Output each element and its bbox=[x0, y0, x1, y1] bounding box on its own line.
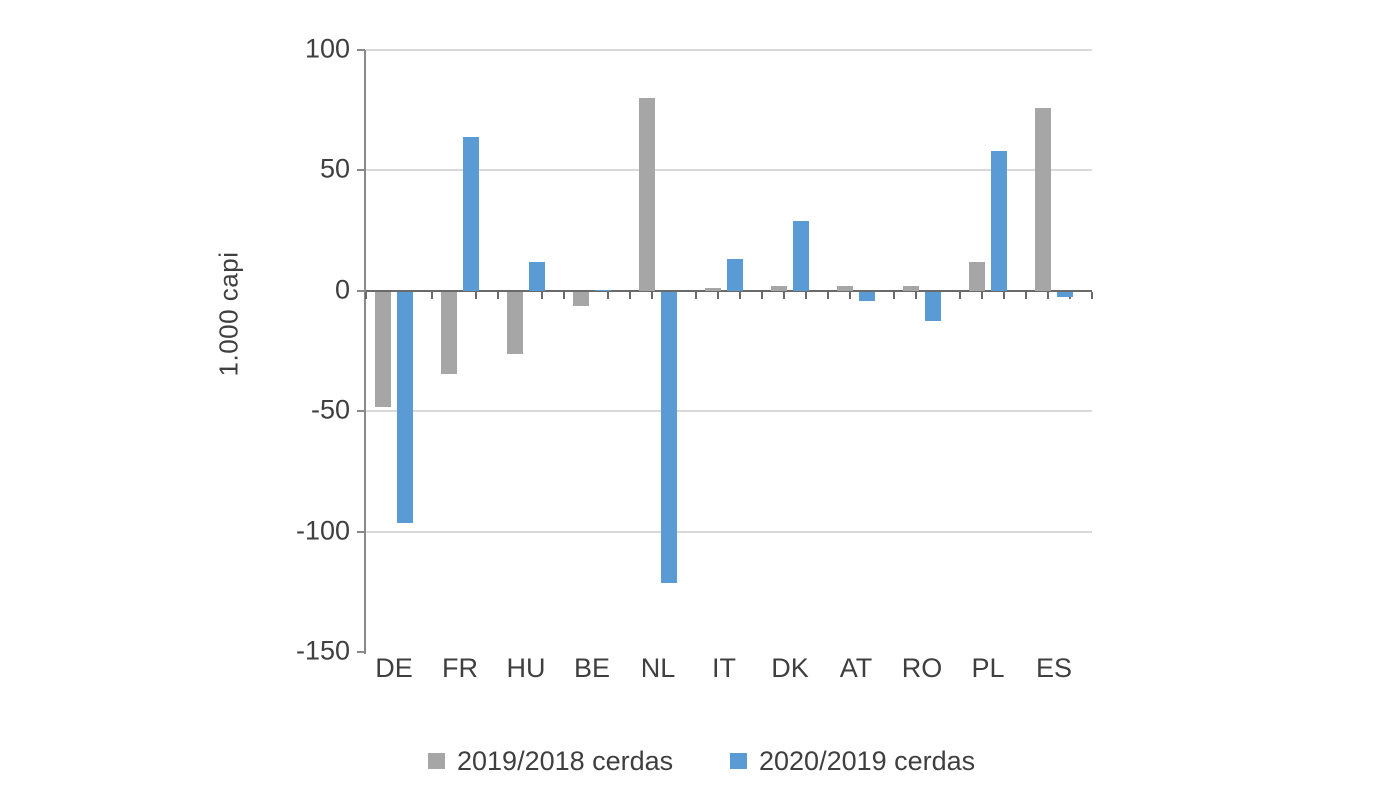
x-axis-tick bbox=[893, 291, 895, 299]
bar-be-series1 bbox=[573, 291, 589, 307]
x-axis-tick bbox=[695, 291, 697, 299]
x-axis-tick bbox=[981, 291, 983, 299]
y-tick-label-100: 100 bbox=[304, 33, 350, 64]
gridline-100 bbox=[366, 49, 1092, 51]
legend-label-1: 2019/2018 cerdas bbox=[457, 745, 674, 776]
y-tick--100 bbox=[357, 530, 365, 533]
bar-ro-series1 bbox=[903, 285, 919, 291]
x-axis-tick bbox=[1025, 291, 1027, 299]
bar-nl-series1 bbox=[639, 98, 655, 291]
x-axis-tick bbox=[717, 291, 719, 299]
x-axis-tick bbox=[959, 291, 961, 299]
bar-at-series1 bbox=[837, 285, 853, 291]
bar-dk-series1 bbox=[771, 285, 787, 291]
x-label-es: ES bbox=[1035, 653, 1073, 683]
bar-es-series2 bbox=[1057, 291, 1073, 297]
legend-swatch-2 bbox=[730, 753, 747, 769]
bar-dk-series2 bbox=[793, 220, 809, 291]
x-axis-tick bbox=[915, 291, 917, 299]
y-tick-0 bbox=[357, 289, 365, 292]
bar-at-series2 bbox=[859, 291, 875, 302]
bar-pl-series1 bbox=[969, 261, 985, 291]
x-axis-line bbox=[366, 289, 1092, 292]
bar-de-series1 bbox=[375, 291, 391, 408]
legend-item-2: 2020/2019 cerdas bbox=[730, 744, 975, 778]
x-axis-tick bbox=[563, 291, 565, 299]
x-axis-tick bbox=[607, 291, 609, 299]
x-label-ro: RO bbox=[901, 653, 943, 683]
x-axis-tick bbox=[365, 291, 367, 299]
x-label-de: DE bbox=[375, 653, 413, 683]
x-axis-tick bbox=[1003, 291, 1005, 299]
x-axis-tick bbox=[827, 291, 829, 299]
gridline-50 bbox=[366, 169, 1092, 172]
x-axis-tick bbox=[1091, 291, 1093, 299]
x-axis-tick bbox=[739, 291, 741, 299]
y-tick-label-50: 50 bbox=[319, 153, 350, 184]
gridline--50 bbox=[366, 410, 1092, 413]
gridline--100 bbox=[366, 530, 1092, 533]
bar-be-series2 bbox=[595, 289, 611, 291]
bar-de-series2 bbox=[397, 291, 413, 523]
x-axis-tick bbox=[541, 291, 543, 299]
bar-hu-series2 bbox=[529, 261, 545, 291]
x-label-dk: DK bbox=[771, 653, 809, 683]
x-label-at: AT bbox=[839, 653, 873, 683]
y-tick--50 bbox=[357, 410, 365, 413]
x-label-fr: FR bbox=[442, 653, 478, 683]
legend-swatch-1 bbox=[428, 753, 445, 769]
x-label-be: BE bbox=[573, 653, 611, 683]
bar-nl-series2 bbox=[661, 291, 677, 584]
x-axis-tick bbox=[431, 291, 433, 299]
y-tick-50 bbox=[357, 169, 365, 172]
y-tick-100 bbox=[357, 49, 365, 51]
x-axis-tick bbox=[629, 291, 631, 299]
x-axis-tick bbox=[1047, 291, 1049, 299]
legend-item-1: 2019/2018 cerdas bbox=[428, 744, 673, 778]
x-label-nl: NL bbox=[640, 653, 676, 683]
bar-it-series1 bbox=[705, 288, 721, 291]
x-axis-tick bbox=[783, 291, 785, 299]
bar-it-series2 bbox=[727, 259, 743, 291]
x-axis-tick bbox=[497, 291, 499, 299]
x-axis-tick bbox=[761, 291, 763, 299]
bar-ro-series2 bbox=[925, 291, 941, 321]
bar-fr-series1 bbox=[441, 291, 457, 374]
y-tick-label-0: 0 bbox=[334, 274, 350, 305]
x-label-pl: PL bbox=[971, 653, 1005, 683]
y-tick-label--150: -150 bbox=[295, 635, 350, 666]
bar-fr-series2 bbox=[463, 136, 479, 291]
x-label-hu: HU bbox=[506, 653, 546, 683]
y-tick--150 bbox=[357, 651, 365, 653]
y-axis-line bbox=[364, 50, 366, 654]
x-label-it: IT bbox=[712, 653, 736, 683]
x-axis-tick bbox=[651, 291, 653, 299]
bar-pl-series2 bbox=[991, 151, 1007, 291]
x-axis-tick bbox=[805, 291, 807, 299]
bar-es-series1 bbox=[1035, 107, 1051, 291]
legend-label-2: 2020/2019 cerdas bbox=[759, 745, 976, 776]
x-axis-tick bbox=[849, 291, 851, 299]
legend: 2019/2018 cerdas 2020/2019 cerdas bbox=[0, 744, 1400, 778]
x-axis-tick bbox=[475, 291, 477, 299]
y-tick-label--100: -100 bbox=[295, 515, 350, 546]
y-tick-label--50: -50 bbox=[310, 394, 350, 425]
bar-hu-series1 bbox=[507, 291, 523, 355]
